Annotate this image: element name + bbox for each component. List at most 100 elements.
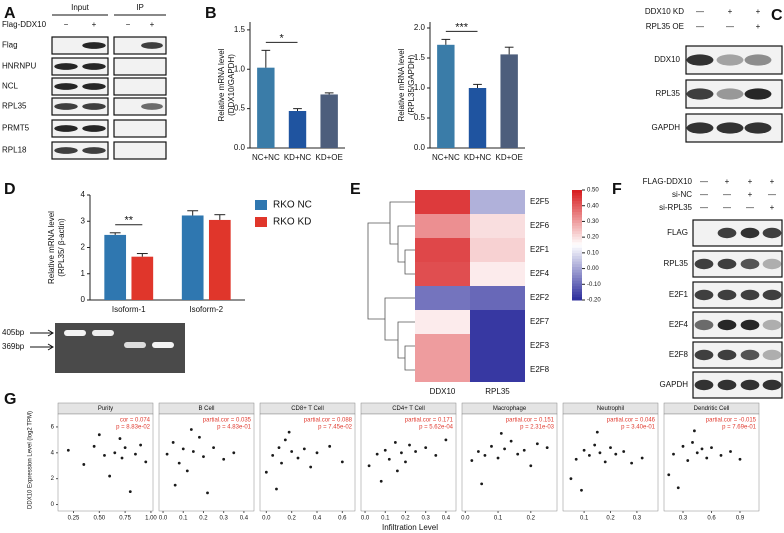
y-tick-label: 0 xyxy=(81,295,86,304)
heatmap-column-label: DDX10 xyxy=(430,387,456,396)
panel-letter: A xyxy=(4,5,16,22)
x-tick-label: 1.00 xyxy=(145,516,157,522)
colorbar-segment xyxy=(572,247,582,251)
colorbar-segment xyxy=(572,228,582,232)
blot-band xyxy=(717,349,737,361)
heatmap-row-label: E2F8 xyxy=(530,365,550,374)
x-tick-label: 0.6 xyxy=(338,516,347,522)
g-y-axis-label: DDX10 Expression Level (log2 TPM) xyxy=(28,411,34,509)
colorbar-tick-label: -0.10 xyxy=(587,282,601,288)
blot-band xyxy=(141,103,163,110)
panel-title: CD4+ T Cell xyxy=(392,406,425,412)
heatmap-row-label: E2F4 xyxy=(530,269,550,278)
colorbar-segment xyxy=(572,203,582,207)
x-tick-label: NC+NC xyxy=(252,153,280,162)
condition-label: si-RPL35 xyxy=(659,203,692,212)
blot-header: Input xyxy=(71,3,90,12)
x-tick-label: NC+NC xyxy=(432,153,460,162)
x-tick-label: KD+OE xyxy=(495,153,522,162)
condition-sign: + xyxy=(150,20,155,29)
colorbar-tick-label: 0.00 xyxy=(587,266,599,272)
blot-band xyxy=(141,42,163,49)
heatmap-row-label: E2F3 xyxy=(530,341,550,350)
blot-band xyxy=(762,379,782,391)
condition-sign: — xyxy=(700,177,708,186)
blot-frame xyxy=(113,36,167,55)
colorbar-segment xyxy=(572,280,582,284)
x-tick-label: 0.3 xyxy=(679,516,688,522)
scatter-point xyxy=(404,460,407,464)
condition-sign: — xyxy=(723,190,731,199)
blot-band xyxy=(740,258,760,270)
panel-letter: C xyxy=(771,7,783,24)
panel-frame xyxy=(461,413,558,512)
scatter-point xyxy=(264,470,268,474)
scatter-point xyxy=(212,446,215,450)
y-tick-label: 1.0 xyxy=(414,83,426,92)
blot-row-label: GAPDH xyxy=(652,123,681,132)
scatter-point xyxy=(676,486,680,490)
blot-row-label: DDX10 xyxy=(654,55,680,64)
scatter-point xyxy=(529,464,533,468)
x-tick-label: 0.0 xyxy=(262,516,271,522)
gel-band xyxy=(124,342,146,348)
legend-swatch xyxy=(255,200,267,210)
scatter-point xyxy=(379,479,383,483)
colorbar-segment xyxy=(572,234,582,238)
panel-title: CD8+ T Cell xyxy=(291,406,324,412)
gel: 405bp 369bp xyxy=(2,323,185,373)
heatmap-cell xyxy=(470,334,525,358)
legend-label: RKO KD xyxy=(273,217,311,228)
correlation-label: p = 8.83e-02 xyxy=(116,425,151,431)
colorbar-segment xyxy=(572,278,582,282)
scatter-point xyxy=(108,474,112,478)
blot-band xyxy=(740,349,760,361)
scatter-point xyxy=(535,442,539,446)
blot-row-label: GAPDH xyxy=(660,380,689,389)
heatmap-cell xyxy=(415,262,470,286)
bar xyxy=(288,110,307,148)
bar xyxy=(437,44,455,148)
blot-frame xyxy=(51,57,109,76)
scatter-point xyxy=(315,451,319,455)
scatter-point xyxy=(444,438,448,442)
colorbar-segment xyxy=(572,198,582,202)
scatter-point xyxy=(480,482,484,486)
scatter-point xyxy=(103,453,106,457)
colorbar-tick-label: 0.40 xyxy=(587,203,599,209)
scatter-point xyxy=(681,444,685,448)
x-tick-label: Isoform-1 xyxy=(112,305,146,314)
heatmap-column-label: RPL35 xyxy=(485,387,510,396)
gel-arrow xyxy=(30,329,54,351)
colorbar-segment xyxy=(572,297,582,301)
heatmap-cell xyxy=(470,310,525,334)
y-tick-label: 1.0 xyxy=(234,64,246,73)
colorbar-segment xyxy=(572,192,582,196)
colorbar-tick-label: -0.20 xyxy=(587,298,601,304)
heatmap-row-label: E2F6 xyxy=(530,221,550,230)
condition-sign: − xyxy=(64,20,69,29)
scatter-point xyxy=(434,453,438,457)
scatter-point xyxy=(499,432,503,435)
scatter-point xyxy=(490,444,493,448)
scatter-point xyxy=(729,450,732,453)
correlation-label: partial.cor = 0.088 xyxy=(304,418,353,424)
scatter-point xyxy=(693,429,696,433)
blot-band xyxy=(717,227,737,239)
correlation-label: cor = 0.074 xyxy=(120,418,151,424)
colorbar-segment xyxy=(572,201,582,205)
scatter-point xyxy=(387,457,391,461)
colorbar-tick-label: 0.20 xyxy=(587,235,599,241)
scatter-point xyxy=(476,450,480,453)
x-tick-label: 0.2 xyxy=(401,516,410,522)
scatter-point xyxy=(483,453,487,457)
colorbar-segment xyxy=(572,214,582,218)
bar xyxy=(320,94,338,148)
scatter-point xyxy=(340,460,344,464)
scatter-point xyxy=(545,446,549,450)
scatter-point xyxy=(719,453,723,457)
scatter-point xyxy=(609,446,612,450)
scatter-point xyxy=(393,441,397,444)
scatter-point xyxy=(181,447,185,451)
condition-sign: — xyxy=(726,22,734,31)
